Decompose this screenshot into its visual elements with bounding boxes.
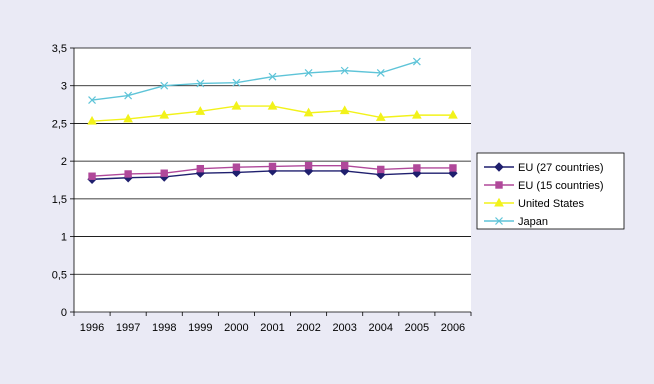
legend-label: EU (27 countries) <box>518 162 604 174</box>
series-united-states-point <box>303 107 314 117</box>
series-japan-point <box>412 57 421 66</box>
series-united-states-point <box>195 106 206 115</box>
legend-entry: Japan <box>484 216 548 228</box>
plot-area <box>74 48 471 312</box>
y-tick-label: 3 <box>61 81 67 93</box>
series-lines <box>87 57 458 184</box>
legend-swatch-marker <box>494 162 504 172</box>
legend-entry: United States <box>484 197 585 210</box>
series-united-states-point <box>87 115 97 125</box>
x-tick-label: 2006 <box>441 322 465 334</box>
series-eu-15-countries-point <box>449 164 457 172</box>
x-marker-stroke <box>268 72 277 81</box>
series-united-states-point <box>448 109 458 119</box>
series-eu-15-countries-point <box>88 172 96 180</box>
y-tick-label: 3,5 <box>52 43 67 55</box>
series-japan-point <box>196 79 205 88</box>
series-eu-15-countries <box>88 161 457 180</box>
series-eu-15-countries-point <box>413 164 421 172</box>
series-united-states-point <box>123 113 133 123</box>
legend-label: EU (15 countries) <box>518 180 604 192</box>
series-japan-point <box>124 91 133 100</box>
y-tick-label: 1,5 <box>52 194 67 206</box>
x-tick-labels: 1996 1997 1998 1999 2000 2001 2002 2003 2004 2005… <box>80 322 465 334</box>
x-marker-stroke <box>304 68 313 77</box>
series-japan <box>88 57 421 104</box>
x-marker-stroke <box>196 79 205 88</box>
series-united-states-point <box>231 100 242 110</box>
series-japan-line <box>91 60 418 101</box>
x-marker-stroke <box>124 91 133 100</box>
x-marker-stroke <box>160 81 169 90</box>
x-marker-stroke <box>376 68 385 77</box>
y-tick-label: 2 <box>61 156 67 168</box>
x-tick-label: 2000 <box>224 322 248 334</box>
series-united-states-point <box>375 112 386 121</box>
x-tick-label: 2003 <box>332 322 356 334</box>
series-eu-15-countries-point <box>232 163 241 171</box>
series-japan-point <box>232 78 241 87</box>
legend-swatch-marker <box>495 217 503 225</box>
x-tick-label: 2001 <box>260 322 284 334</box>
series-japan-point <box>160 81 169 90</box>
y-tick-label: 2,5 <box>52 118 67 130</box>
series-eu-15-countries-point <box>304 161 313 170</box>
x-marker-stroke <box>232 78 241 87</box>
x-tick-label: 1996 <box>80 322 104 334</box>
x-marker-stroke <box>88 96 96 104</box>
series-japan-point <box>304 68 313 77</box>
x-tick-label: 2004 <box>369 322 393 334</box>
series-united-states-point <box>339 105 350 115</box>
series-eu-15-countries-point <box>160 169 168 177</box>
series-united-states <box>87 100 458 125</box>
series-united-states-point <box>159 109 170 119</box>
x-tick-label: 1997 <box>116 322 140 334</box>
x-marker-stroke <box>340 66 349 75</box>
legend-swatch-marker <box>494 197 504 207</box>
series-eu-15-countries-point <box>340 161 349 170</box>
legend-label: United States <box>518 198 585 210</box>
legend-entry: EU (27 countries) <box>484 162 604 174</box>
series-japan-point <box>268 72 277 81</box>
x-marker-stroke <box>412 57 421 66</box>
legend: EU (27 countries) EU (15 countries) United… <box>476 152 625 230</box>
x-tick-label: 1998 <box>152 322 176 334</box>
axes <box>70 47 472 316</box>
series-japan-point <box>376 68 385 77</box>
series-japan-point <box>88 96 96 104</box>
series-eu-15-countries-point <box>124 170 132 178</box>
x-marker-stroke <box>495 217 503 225</box>
series-eu-15-countries-point <box>268 162 277 171</box>
x-tick-label: 1999 <box>188 322 212 334</box>
y-tick-label: 1 <box>61 232 67 244</box>
y-tick-labels: 0 0,5 1 1,5 2 2,5 3 3,5 <box>52 43 67 319</box>
x-tick-label: 2002 <box>296 322 320 334</box>
legend-label: Japan <box>518 216 548 228</box>
series-eu-15-countries-point <box>377 165 385 174</box>
legend-swatch-marker <box>495 181 503 189</box>
y-tick-label: 0 <box>61 307 67 319</box>
x-tick-label: 2005 <box>405 322 429 334</box>
y-tick-label: 0,5 <box>52 269 67 281</box>
gridlines <box>74 47 471 275</box>
series-japan-point <box>340 66 349 75</box>
legend-entry: EU (15 countries) <box>484 180 604 192</box>
series-united-states-point <box>267 100 278 110</box>
series-eu-15-countries-point <box>196 164 205 173</box>
series-united-states-point <box>412 109 422 119</box>
